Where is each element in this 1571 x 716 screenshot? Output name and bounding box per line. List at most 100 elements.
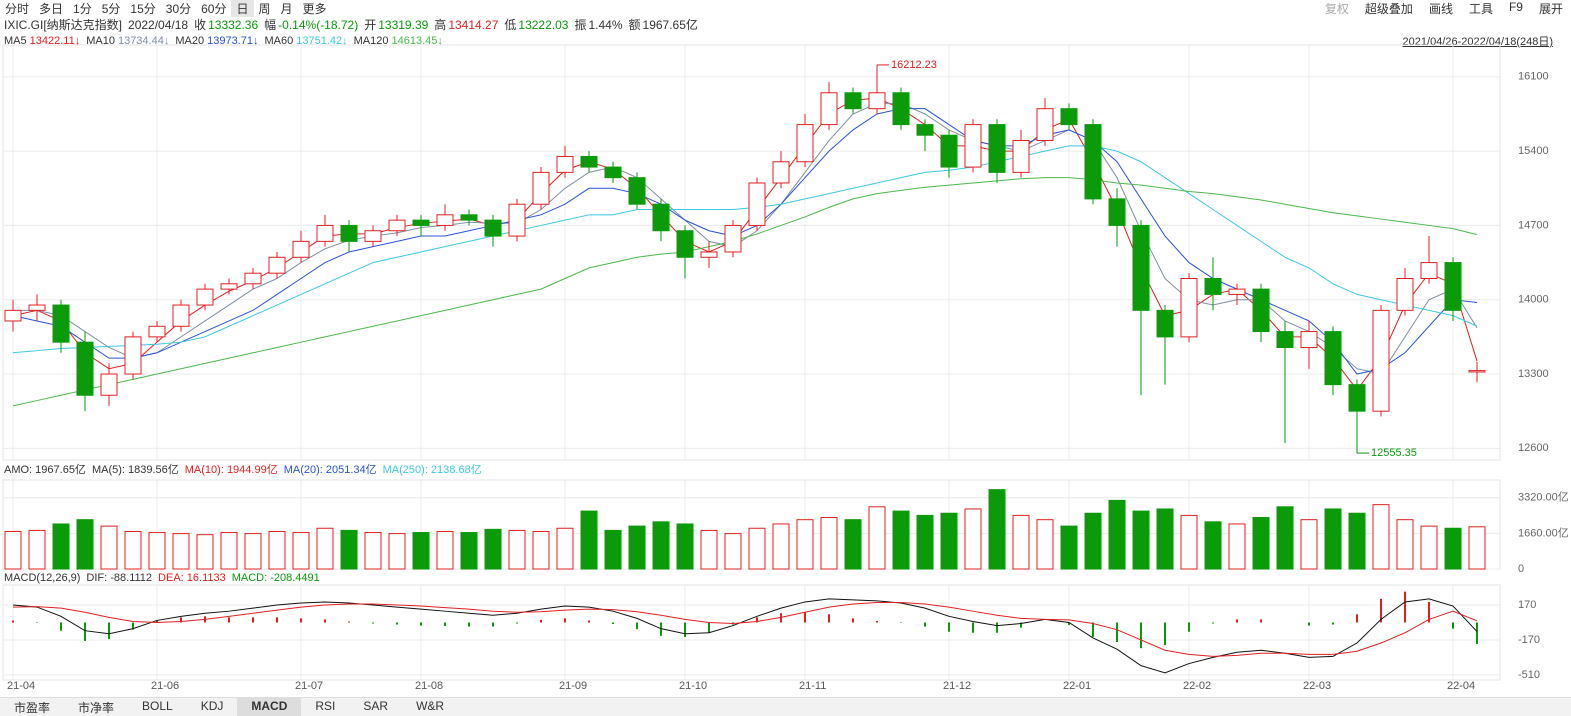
candle-body: [532, 171, 550, 205]
period-tab[interactable]: 更多: [302, 2, 327, 16]
y-tick-label: 12600: [1518, 442, 1549, 454]
period-tab[interactable]: 分时: [5, 2, 30, 16]
volume-bar: [316, 527, 334, 570]
info-label: 高: [434, 18, 447, 32]
legend-entry: MA(250): 2138.68亿: [383, 463, 482, 476]
candle-body: [196, 288, 214, 306]
tool-button[interactable]: 工具: [1468, 2, 1493, 16]
volume-bar: [628, 525, 646, 570]
volume-bar: [604, 529, 622, 570]
volume-bar: [172, 533, 190, 570]
candle-body: [460, 214, 478, 221]
volume-bar: [220, 532, 238, 570]
volume-bar: [460, 532, 478, 570]
indicator-tab[interactable]: 市净率: [78, 701, 115, 715]
candle-body: [1348, 384, 1366, 412]
period-tab[interactable]: 1分: [73, 2, 92, 16]
period-tab[interactable]: 30分: [165, 2, 192, 16]
ma-name: MA120: [353, 34, 389, 47]
candle-body: [1468, 370, 1486, 373]
volume-bar: [1252, 517, 1270, 570]
period-tab[interactable]: 60分: [201, 2, 227, 16]
candle-body: [1228, 288, 1246, 295]
ma-value: 14613.45↓: [391, 34, 443, 47]
period-tab[interactable]: 多日: [39, 2, 64, 16]
period-tabs: 分时 多日 1分 5分 15分 30分 60分日周月更多: [0, 0, 332, 17]
volume-bar: [148, 532, 166, 570]
volume-bar: [268, 530, 286, 570]
volume-bar: [436, 530, 454, 570]
period-tab[interactable]: 15分: [130, 2, 156, 16]
indicator-tab[interactable]: BOLL: [142, 699, 173, 713]
period-tab[interactable]: 周: [258, 2, 271, 16]
candle-body: [964, 124, 982, 168]
volume-bar: [820, 517, 838, 570]
volume-bar: [1060, 525, 1078, 570]
ma-value: 13734.44↓: [117, 34, 170, 47]
ma-value: 13422.11↓: [29, 34, 81, 47]
info-value: 13332.36: [208, 17, 259, 32]
ma-line: [12, 108, 1478, 375]
candle-body: [724, 224, 742, 253]
high-annotation: 16212.23: [891, 59, 937, 71]
candle-body: [340, 224, 358, 242]
y-tick-label: -170: [1518, 634, 1540, 646]
tool-button[interactable]: 画线: [1428, 2, 1453, 16]
x-tick-label: 22-04: [1447, 680, 1475, 692]
volume-bar: [1132, 510, 1150, 570]
volume-bar: [1444, 527, 1462, 570]
y-tick-label: 3320.00亿: [1518, 491, 1569, 504]
ma-line: [13, 102, 1478, 375]
tool-button[interactable]: F9: [1508, 0, 1523, 14]
volume-bar: [1468, 526, 1486, 570]
indicator-tab[interactable]: KDJ: [200, 699, 224, 713]
volume-bar: [796, 519, 814, 570]
legend-entry: MA(20): 2051.34亿: [284, 463, 377, 476]
volume-bar: [1228, 523, 1246, 570]
volume-bar: [484, 528, 502, 570]
period-tab[interactable]: 月: [280, 2, 293, 16]
ma-value: 13973.71↓: [207, 34, 259, 47]
x-tick-label: 22-03: [1303, 680, 1331, 692]
date: 2022/04/18: [128, 17, 189, 32]
candle-body: [1324, 331, 1342, 386]
x-tick-label: 21-06: [151, 680, 179, 692]
volume-bar: [1204, 521, 1222, 570]
ma-value: 13751.42↓: [296, 34, 348, 47]
candle-body: [1060, 108, 1078, 126]
candle-body: [1396, 278, 1414, 311]
candle-body: [100, 373, 118, 396]
indicator-tab[interactable]: SAR: [363, 699, 389, 713]
volume-bar: [1108, 499, 1126, 570]
tool-button[interactable]: 展开: [1538, 2, 1563, 16]
volume-bar: [724, 533, 742, 570]
period-tab[interactable]: 5分: [101, 2, 121, 16]
candle-body: [748, 182, 766, 226]
period-tab[interactable]: 日: [231, 0, 254, 17]
tool-button[interactable]: 超级叠加: [1364, 2, 1413, 16]
volume-bar: [52, 523, 70, 570]
volume-bar: [508, 529, 526, 570]
indicator-tab[interactable]: RSI: [315, 699, 336, 713]
legend-entry: MA(5): 1839.56亿: [92, 463, 179, 476]
candle-body: [388, 219, 406, 232]
volume-bar: [868, 506, 886, 570]
volume-bar: [1372, 504, 1390, 570]
volume-bar: [556, 527, 574, 570]
x-tick-label: 21-10: [679, 680, 707, 692]
candle-body: [412, 219, 430, 226]
indicator-tab[interactable]: MACD: [237, 698, 302, 716]
indicator-tab[interactable]: 市盈率: [14, 701, 51, 715]
candle-body: [1252, 288, 1270, 333]
volume-bar: [772, 523, 790, 570]
symbol: IXIC.GI[纳斯达克指数]: [4, 18, 123, 32]
indicator-tab[interactable]: W&R: [416, 699, 445, 713]
panel-frame: [2, 584, 1501, 681]
y-tick-label: 0: [1518, 563, 1524, 575]
volume-bar: [916, 514, 934, 570]
y-tick-label: 1660.00亿: [1518, 526, 1569, 539]
tool-button[interactable]: 复权: [1324, 2, 1349, 16]
volume-bar: [1036, 519, 1054, 570]
volume-bar: [676, 523, 694, 570]
y-tick-label: 15400: [1518, 145, 1549, 157]
